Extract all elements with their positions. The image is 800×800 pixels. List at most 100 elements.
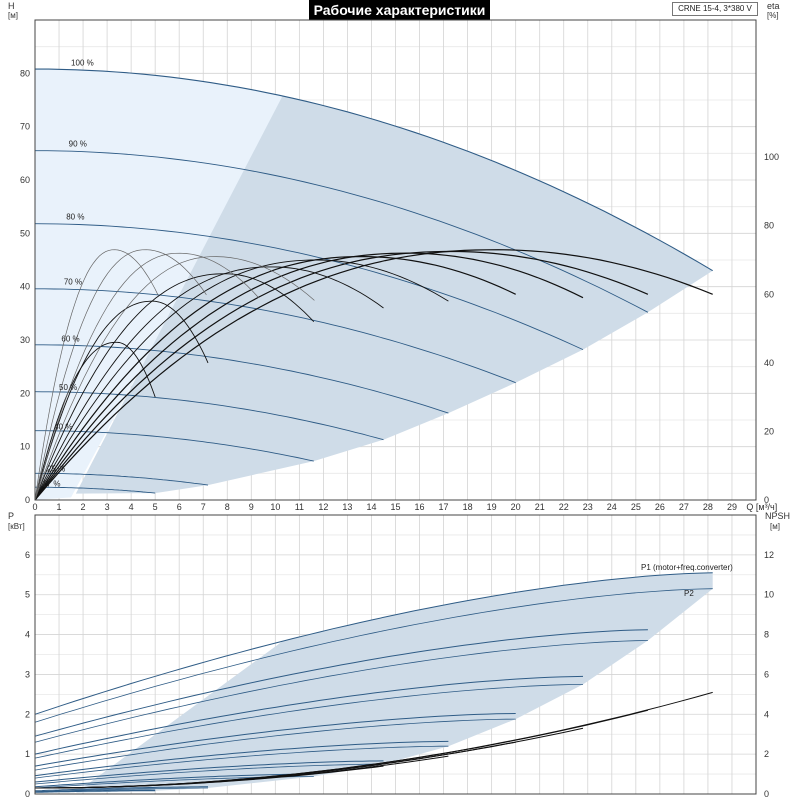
power-curve (34, 718, 516, 771)
eta-curve (34, 252, 584, 501)
y-axis-unit: [м] (8, 11, 18, 20)
x-tick-label: 29 (727, 502, 737, 512)
npsh-axis-label: NPSH (765, 511, 790, 521)
head-curve (35, 486, 156, 494)
x-tick-label: 10 (270, 502, 280, 512)
x-tick-label: 17 (439, 502, 449, 512)
power-curve (34, 745, 449, 779)
power-curve (34, 786, 208, 792)
eta-curve (34, 256, 516, 501)
p-tick-label: 2 (25, 709, 30, 719)
speed-label: 80 % (66, 212, 84, 221)
x-tick-label: 15 (390, 502, 400, 512)
x-tick-label: 25 (631, 502, 641, 512)
x-tick-label: 28 (703, 502, 713, 512)
speed-label: 17 % (42, 480, 60, 489)
npsh-tick-label: 8 (764, 630, 769, 640)
y-tick-label: 0 (25, 495, 30, 505)
power-curve (34, 740, 449, 777)
p-axis-unit: [кВт] (8, 522, 25, 531)
x-tick-label: 16 (415, 502, 425, 512)
head-curve (35, 430, 314, 462)
top-plot-frame (34, 19, 757, 501)
x-tick-label: 7 (201, 502, 206, 512)
speed-label: 50 % (59, 383, 77, 392)
power-curve (34, 572, 713, 715)
y2-axis-label: eta (767, 1, 780, 11)
x-tick-label: 20 (511, 502, 521, 512)
power-curve (34, 787, 208, 792)
npsh-curve (35, 765, 384, 789)
y2-tick-label: 100 (764, 152, 779, 162)
x-tick-label: 19 (487, 502, 497, 512)
speed-label: 40 % (54, 423, 72, 432)
p-tick-label: 3 (25, 669, 30, 679)
p-axis-label: P (8, 511, 14, 521)
npsh-tick-label: 0 (764, 789, 769, 799)
head-curve (35, 344, 449, 414)
x-tick-label: 13 (342, 502, 352, 512)
x-tick-label: 11 (295, 502, 304, 512)
speed-label: 60 % (61, 335, 79, 344)
y2-tick-label: 60 (764, 289, 774, 299)
power-curve (34, 588, 713, 723)
speed-label: 70 % (64, 278, 82, 287)
head-curve (35, 150, 649, 313)
x-tick-label: 26 (655, 502, 665, 512)
eta-curve (34, 259, 449, 501)
x-tick-label: 4 (129, 502, 134, 512)
x-tick-label: 12 (318, 502, 328, 512)
power-curve (34, 773, 314, 788)
x-tick-label: 1 (57, 502, 62, 512)
npsh-tick-label: 12 (764, 550, 774, 560)
head-curve (35, 472, 209, 486)
x-tick-label: 14 (366, 502, 376, 512)
x-tick-label: 18 (463, 502, 473, 512)
y-tick-label: 70 (20, 122, 30, 132)
eta-curve-gray (34, 256, 315, 501)
power-curve (34, 684, 584, 759)
eta-curve-gray (34, 249, 207, 501)
min-flow-zone (35, 69, 288, 500)
x-axis-label: Q [м³/ч] (746, 502, 777, 512)
eta-curve (34, 341, 156, 501)
x-tick-label: 6 (177, 502, 182, 512)
y-tick-label: 30 (20, 335, 30, 345)
eta-curve-gray (34, 252, 259, 501)
y-axis-label: H (8, 1, 15, 11)
power-curve (35, 790, 156, 793)
y-tick-label: 40 (20, 282, 30, 292)
npsh-tick-label: 2 (764, 749, 769, 759)
p-tick-label: 0 (25, 789, 30, 799)
y2-tick-label: 40 (764, 358, 774, 368)
y-tick-label: 20 (20, 388, 30, 398)
y-tick-label: 60 (20, 175, 30, 185)
y2-tick-label: 20 (764, 426, 774, 436)
power-curve (34, 713, 516, 767)
p-tick-label: 5 (25, 590, 30, 600)
bottom-plot-frame (34, 514, 757, 795)
x-tick-label: 3 (105, 502, 110, 512)
power-curve (34, 763, 384, 785)
x-tick-label: 24 (607, 502, 617, 512)
eta-curve (34, 300, 209, 501)
x-tick-label: 21 (535, 502, 545, 512)
y-tick-label: 80 (20, 68, 30, 78)
x-tick-label: 27 (679, 502, 689, 512)
chart-title: Рабочие характеристики (309, 0, 490, 20)
eta-curve (34, 266, 384, 501)
y-tick-label: 10 (20, 442, 30, 452)
p-tick-label: 4 (25, 630, 30, 640)
speed-label: 25 % (47, 465, 65, 474)
x-tick-label: 23 (583, 502, 593, 512)
power-operating-region (75, 572, 713, 793)
eta-curve-gray (34, 249, 159, 501)
speed-label: 100 % (71, 58, 94, 67)
eta-curve (34, 250, 649, 501)
head-curve (34, 223, 584, 351)
x-tick-label: 2 (81, 502, 86, 512)
model-label: CRNE 15-4, 3*380 V (672, 2, 758, 16)
npsh-tick-label: 4 (764, 709, 769, 719)
y2-tick-label: 0 (764, 495, 769, 505)
